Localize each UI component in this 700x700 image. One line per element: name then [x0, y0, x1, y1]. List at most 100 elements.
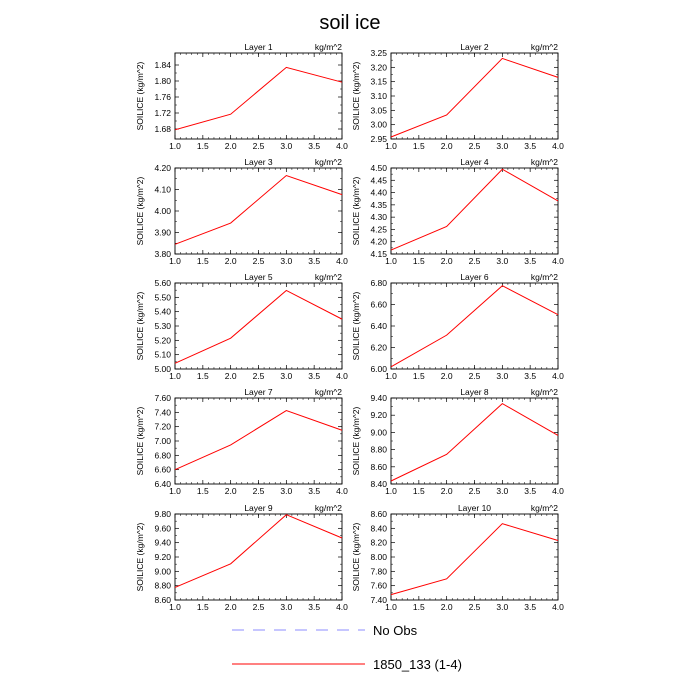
x-tick-label: 3.0 [496, 602, 508, 612]
x-tick-label: 2.5 [469, 256, 481, 266]
panel-unit: kg/m^2 [315, 42, 342, 52]
y-tick-label: 4.40 [370, 188, 387, 198]
panels-grid: 1.0 1.5 2.0 2.5 3.0 3.5 4.0 1.68 1.72 1.76 1.80 1.8… [135, 42, 564, 612]
y-tick-label: 4.10 [154, 185, 171, 195]
x-tick-label: 3.0 [496, 141, 508, 151]
y-tick-label: 5.00 [154, 364, 171, 374]
legend: No Obs 1850_133 (1-4) [232, 623, 462, 672]
y-tick-label: 9.20 [370, 410, 387, 420]
x-tick-label: 1.0 [169, 141, 181, 151]
y-tick-label: 6.40 [154, 479, 171, 489]
x-tick-label: 2.5 [253, 371, 265, 381]
x-tick-label: 1.0 [169, 602, 181, 612]
y-tick-label: 7.80 [370, 566, 387, 576]
x-tick-label: 2.5 [469, 371, 481, 381]
x-tick-label: 4.0 [336, 256, 348, 266]
y-tick-label: 4.35 [370, 200, 387, 210]
x-tick-label: 1.5 [197, 141, 209, 151]
x-tick-label: 4.0 [552, 486, 564, 496]
plot-frame [174, 397, 343, 485]
x-tick-label: 3.0 [280, 602, 292, 612]
panel-layer-9: 1.0 1.5 2.0 2.5 3.0 3.5 4.0 8.60 8.80 9.00 9.20 9.4… [135, 503, 348, 612]
panel-title: Layer 1 [244, 42, 273, 52]
y-tick-label: 8.80 [154, 581, 171, 591]
x-tick-label: 2.5 [469, 141, 481, 151]
y-tick-label: 4.45 [370, 175, 387, 185]
y-tick-label: 9.00 [370, 427, 387, 437]
plot-frame [390, 167, 559, 255]
panel-unit: kg/m^2 [531, 42, 558, 52]
y-axis-label: SOILICE (kg/m^2) [351, 61, 361, 130]
panel-layer-10: 1.0 1.5 2.0 2.5 3.0 3.5 4.0 7.40 7.60 7.80 8.00 8.2… [351, 503, 564, 612]
panel-unit: kg/m^2 [531, 272, 558, 282]
y-axis-label: SOILICE (kg/m^2) [135, 522, 145, 591]
x-tick-label: 3.5 [308, 486, 320, 496]
y-tick-label: 9.40 [370, 393, 387, 403]
panel-layer-6: 1.0 1.5 2.0 2.5 3.0 3.5 4.0 6.00 6.20 6.40 6.60 6.8… [351, 272, 564, 381]
y-axis-label: SOILICE (kg/m^2) [135, 61, 145, 130]
x-tick-label: 2.5 [253, 256, 265, 266]
y-tick-label: 7.20 [154, 422, 171, 432]
x-tick-label: 1.5 [197, 602, 209, 612]
y-tick-label: 9.20 [154, 552, 171, 562]
panel-title: Layer 5 [244, 272, 273, 282]
panel-title: Layer 10 [458, 503, 491, 513]
series-line [174, 289, 343, 364]
x-tick-label: 2.0 [441, 256, 453, 266]
x-tick-label: 2.0 [441, 141, 453, 151]
y-tick-label: 6.60 [370, 300, 387, 310]
x-tick-label: 3.0 [280, 371, 292, 381]
panel-layer-5: 1.0 1.5 2.0 2.5 3.0 3.5 4.0 5.00 5.10 5.20 5.30 5.4… [135, 272, 348, 381]
x-tick-label: 4.0 [336, 141, 348, 151]
panel-title: Layer 7 [244, 387, 273, 397]
x-tick-label: 1.0 [169, 256, 181, 266]
x-tick-label: 3.0 [280, 256, 292, 266]
panel-layer-3: 1.0 1.5 2.0 2.5 3.0 3.5 4.0 3.80 3.90 4.00 4.10 4.2… [135, 157, 348, 266]
x-tick-label: 2.5 [253, 486, 265, 496]
x-tick-label: 4.0 [336, 486, 348, 496]
y-tick-label: 1.76 [154, 92, 171, 102]
y-tick-label: 4.25 [370, 224, 387, 234]
x-tick-label: 3.5 [524, 256, 536, 266]
plot-frame [174, 167, 343, 255]
legend-label: 1850_133 (1-4) [373, 657, 462, 672]
panel-layer-1: 1.0 1.5 2.0 2.5 3.0 3.5 4.0 1.68 1.72 1.76 1.80 1.8… [135, 42, 348, 151]
plot-frame [174, 282, 343, 370]
series-line [390, 402, 559, 482]
y-tick-label: 3.25 [370, 48, 387, 58]
plot-frame [390, 282, 559, 370]
y-tick-label: 8.60 [370, 462, 387, 472]
x-tick-label: 2.0 [225, 256, 237, 266]
y-tick-label: 6.80 [154, 450, 171, 460]
x-tick-label: 2.5 [253, 141, 265, 151]
x-tick-label: 4.0 [552, 141, 564, 151]
panel-title: Layer 3 [244, 157, 273, 167]
x-tick-label: 2.0 [441, 371, 453, 381]
y-tick-label: 3.15 [370, 77, 387, 87]
series-line [390, 168, 559, 251]
panel-layer-4: 1.0 1.5 2.0 2.5 3.0 3.5 4.0 4.15 4.20 4.25 4.30 4.3… [351, 157, 564, 266]
x-tick-label: 2.5 [469, 486, 481, 496]
series-line [174, 514, 343, 588]
series-line [390, 285, 559, 368]
plot-frame [390, 52, 559, 140]
x-tick-label: 3.0 [280, 141, 292, 151]
x-tick-label: 2.0 [441, 602, 453, 612]
y-tick-label: 8.80 [370, 445, 387, 455]
y-tick-label: 3.80 [154, 249, 171, 259]
x-tick-label: 1.0 [385, 602, 397, 612]
plot-frame [390, 397, 559, 485]
series-line [390, 57, 559, 138]
y-tick-label: 9.80 [154, 509, 171, 519]
y-axis-label: SOILICE (kg/m^2) [351, 176, 361, 245]
y-axis-label: SOILICE (kg/m^2) [351, 291, 361, 360]
panel-unit: kg/m^2 [315, 387, 342, 397]
series-line [390, 523, 559, 596]
panel-unit: kg/m^2 [315, 157, 342, 167]
y-tick-label: 9.40 [154, 538, 171, 548]
x-tick-label: 2.0 [225, 486, 237, 496]
y-tick-label: 3.90 [154, 228, 171, 238]
panel-unit: kg/m^2 [531, 387, 558, 397]
panel-unit: kg/m^2 [315, 272, 342, 282]
x-tick-label: 3.5 [308, 141, 320, 151]
